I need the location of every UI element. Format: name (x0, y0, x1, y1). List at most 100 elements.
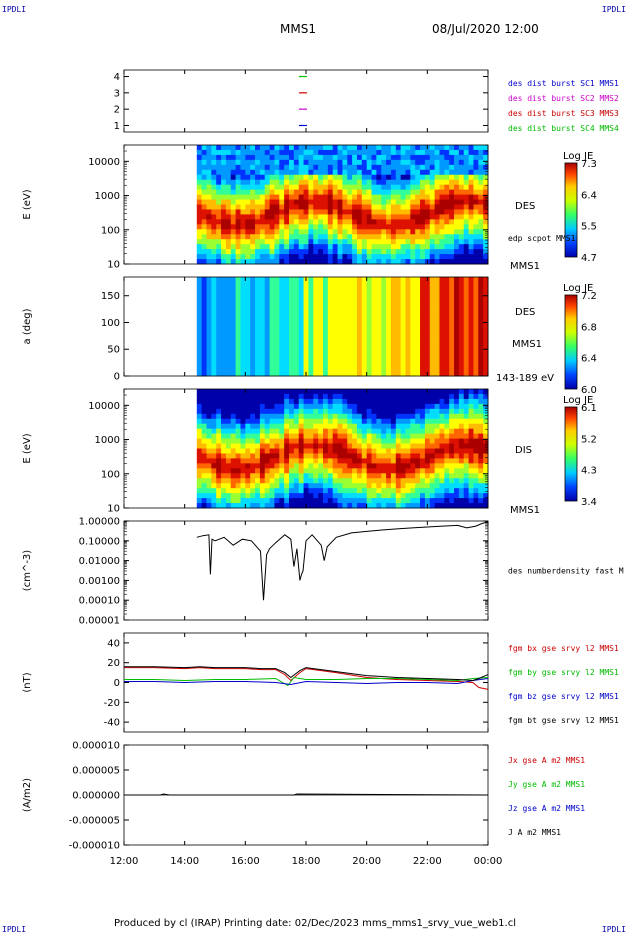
heatmap-cell (454, 229, 460, 235)
heatmap-cell (420, 184, 426, 191)
heatmap-cell (225, 343, 232, 348)
heatmap-cell (483, 259, 489, 265)
heatmap-cell (274, 305, 280, 311)
heatmap-cell (434, 277, 440, 282)
heatmap-cell (230, 334, 237, 340)
heatmap-cell (473, 219, 479, 225)
heatmap-cell (483, 189, 489, 196)
heatmap-cell (216, 305, 222, 311)
heatmap-cell (463, 234, 470, 240)
heatmap-cell (473, 498, 479, 504)
heatmap-cell (206, 347, 212, 352)
heatmap-cell (255, 164, 261, 171)
heatmap-cell (308, 174, 314, 181)
heatmap-cell (308, 239, 314, 245)
heatmap-cell (274, 244, 280, 250)
heatmap-cell (386, 438, 392, 445)
heatmap-cell (444, 277, 450, 282)
heatmap-cell (405, 428, 411, 435)
heatmap-cell (240, 149, 246, 156)
heatmap-cell (449, 318, 455, 323)
heatmap-cell (221, 154, 227, 161)
heatmap-cell (255, 371, 261, 377)
heatmap-cell (410, 239, 416, 245)
heatmap-cell (322, 229, 329, 235)
heatmap-cell (196, 277, 203, 282)
heatmap-cell (259, 473, 266, 479)
heatmap-cell (449, 209, 455, 215)
heatmap-cell (478, 448, 484, 454)
heatmap-cell (250, 347, 256, 352)
heatmap-cell (405, 293, 411, 299)
heatmap-cell (463, 413, 470, 420)
heatmap-cell (390, 371, 397, 377)
heatmap-cell (206, 351, 212, 356)
heatmap-cell (463, 408, 470, 415)
heatmap-cell (327, 179, 334, 186)
heatmap-cell (235, 204, 241, 210)
heatmap-cell (454, 428, 460, 435)
heatmap-cell (429, 204, 436, 210)
heatmap-cell (390, 219, 397, 225)
heatmap-cell (400, 493, 406, 499)
heatmap-cell (245, 244, 251, 250)
heatmap-cell (347, 145, 353, 151)
heatmap-cell (303, 448, 309, 454)
heatmap-cell (366, 443, 373, 449)
heatmap-cell (298, 189, 305, 196)
heatmap-cell (424, 305, 431, 311)
heatmap-cell (352, 164, 358, 171)
heatmap-cell (313, 463, 319, 469)
heatmap-cell (381, 314, 387, 319)
heatmap-cell (274, 189, 280, 196)
heatmap-cell (366, 293, 373, 299)
heatmap-cell (303, 468, 309, 474)
heatmap-cell (342, 285, 348, 290)
heatmap-cell (255, 423, 261, 430)
heatmap-cell (250, 285, 256, 290)
heatmap-cell (274, 219, 280, 225)
heatmap-cell (240, 234, 246, 240)
heatmap-cell (371, 209, 377, 215)
heatmap-cell (429, 277, 436, 282)
heatmap-cell (303, 453, 309, 459)
heatmap-cell (424, 347, 431, 352)
heatmap-cell (322, 403, 329, 410)
heatmap-cell (337, 483, 343, 489)
heatmap-cell (293, 355, 300, 360)
heatmap-cell (468, 239, 474, 245)
heatmap-cell (337, 145, 343, 151)
heatmap-cell (332, 209, 339, 215)
heatmap-cell (463, 301, 470, 307)
heatmap-cell (274, 277, 280, 282)
heatmap-cell (332, 214, 339, 220)
colorbar-tick-label: 6.0 (581, 385, 597, 396)
heatmap-cell (269, 423, 275, 430)
heatmap-cell (449, 498, 455, 504)
heatmap-cell (381, 423, 387, 430)
heatmap-cell (468, 234, 474, 240)
heatmap-cell (289, 334, 295, 340)
heatmap-cell (269, 145, 275, 151)
heatmap-cell (318, 277, 324, 282)
heatmap-cell (255, 448, 261, 454)
heatmap-cell (211, 498, 217, 504)
heatmap-cell (284, 322, 290, 327)
heatmap-cell (468, 483, 474, 489)
heatmap-cell (298, 285, 305, 290)
heatmap-cell (468, 318, 474, 323)
heatmap-cell (381, 297, 387, 303)
y-tick-label: 0.000010 (72, 741, 120, 752)
heatmap-cell (240, 363, 246, 369)
heatmap-cell (473, 244, 479, 250)
heatmap-cell (196, 359, 203, 365)
heatmap-cell (318, 322, 324, 327)
heatmap-cell (429, 314, 436, 319)
heatmap-cell (347, 254, 353, 260)
heatmap-cell (429, 493, 436, 499)
heatmap-cell (255, 389, 261, 395)
heatmap-cell (342, 204, 348, 210)
heatmap-cell (318, 209, 324, 215)
heatmap-cell (269, 259, 275, 265)
heatmap-cell (216, 285, 222, 290)
